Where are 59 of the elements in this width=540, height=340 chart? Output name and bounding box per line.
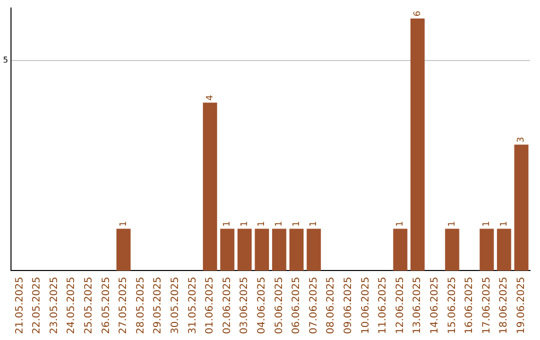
x-tick-label: 04.06.2025 xyxy=(256,276,268,334)
bar xyxy=(306,228,321,271)
x-tick-label: 09.06.2025 xyxy=(342,276,354,334)
data-label: 1 xyxy=(309,220,320,227)
bar xyxy=(220,228,234,271)
bar xyxy=(496,228,512,271)
x-tick-label: 11.06.2025 xyxy=(378,276,389,334)
bar xyxy=(238,228,252,271)
data-label: 1 xyxy=(274,220,285,227)
data-label: 6 xyxy=(412,10,423,17)
bar xyxy=(202,102,218,271)
bar xyxy=(289,228,304,271)
x-tick-label: 22.05.2025 xyxy=(32,276,43,334)
x-tick-label: 07.06.2025 xyxy=(308,276,320,334)
data-label: 1 xyxy=(448,220,458,227)
data-label: 3 xyxy=(516,136,527,143)
x-tick-label: 19.06.2025 xyxy=(516,276,527,334)
data-label: 1 xyxy=(222,220,233,227)
x-tick-label: 31.05.2025 xyxy=(187,276,198,334)
x-tick-label: 25.05.2025 xyxy=(84,276,95,334)
x-tick-label: 10.06.2025 xyxy=(360,276,372,334)
y-tick-label: 5 xyxy=(2,56,8,65)
x-tick-label: 08.06.2025 xyxy=(326,276,337,334)
x-tick-label: 27.05.2025 xyxy=(118,276,130,334)
x-tick-label: 24.05.2025 xyxy=(66,276,78,334)
data-label: 1 xyxy=(396,220,406,227)
x-tick-label: 23.05.2025 xyxy=(48,276,60,334)
bar xyxy=(445,228,460,271)
x-tick-label: 15.06.2025 xyxy=(446,276,458,334)
x-tick-label: 18.06.2025 xyxy=(498,276,510,334)
x-tick-label: 28.05.2025 xyxy=(135,276,146,334)
x-tick-label: 17.06.2025 xyxy=(481,276,492,334)
x-tick-label: 06.06.2025 xyxy=(291,276,302,334)
bar xyxy=(254,228,269,271)
data-label: 1 xyxy=(482,220,492,227)
bar xyxy=(514,144,528,271)
x-tick-label: 03.06.2025 xyxy=(239,276,250,334)
x-tick-label: 30.05.2025 xyxy=(170,276,182,334)
data-label: 1 xyxy=(499,220,510,227)
x-tick-label: 26.05.2025 xyxy=(100,276,112,334)
bar xyxy=(116,228,131,271)
bar xyxy=(272,228,286,271)
x-tick-label: 21.05.2025 xyxy=(14,276,26,334)
x-tick-label: 14.06.2025 xyxy=(429,276,440,334)
data-label: 4 xyxy=(205,94,216,101)
x-tick-label: 02.06.2025 xyxy=(222,276,233,334)
bar xyxy=(480,228,494,271)
data-label: 1 xyxy=(292,220,302,227)
x-tick-label: 12.06.2025 xyxy=(394,276,406,334)
x-tick-label: 05.06.2025 xyxy=(274,276,285,334)
data-label: 1 xyxy=(240,220,250,227)
bar xyxy=(393,228,408,271)
data-label: 1 xyxy=(118,220,129,227)
x-tick-label: 16.06.2025 xyxy=(464,276,476,334)
x-tick-label: 13.06.2025 xyxy=(412,276,424,334)
x-tick-label: 29.05.2025 xyxy=(152,276,164,334)
x-tick-label: 01.06.2025 xyxy=(204,276,216,334)
bar xyxy=(410,18,425,271)
data-label: 1 xyxy=(257,220,268,227)
